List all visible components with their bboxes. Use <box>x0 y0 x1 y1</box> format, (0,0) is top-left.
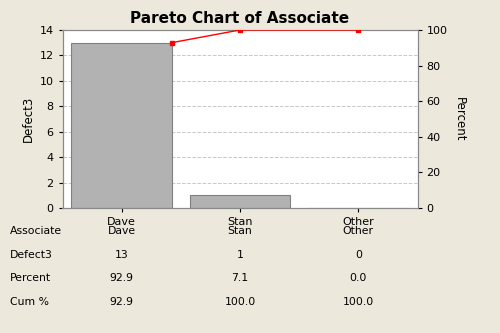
Text: 7.1: 7.1 <box>232 273 248 283</box>
Text: Percent: Percent <box>10 273 51 283</box>
Text: Defect3: Defect3 <box>10 250 53 260</box>
Title: Pareto Chart of Associate: Pareto Chart of Associate <box>130 11 350 26</box>
Text: Associate: Associate <box>10 226 62 236</box>
Text: 0: 0 <box>355 250 362 260</box>
Text: 0.0: 0.0 <box>350 273 367 283</box>
Y-axis label: Percent: Percent <box>453 97 466 141</box>
Text: Stan: Stan <box>228 226 252 236</box>
Text: Other: Other <box>343 226 374 236</box>
Text: 100.0: 100.0 <box>342 297 374 307</box>
Text: 92.9: 92.9 <box>110 273 134 283</box>
Text: Cum %: Cum % <box>10 297 49 307</box>
Y-axis label: Defect3: Defect3 <box>22 96 35 142</box>
Text: 100.0: 100.0 <box>224 297 256 307</box>
Text: 1: 1 <box>236 250 244 260</box>
Bar <box>72 43 172 208</box>
Bar <box>190 195 290 208</box>
Text: 92.9: 92.9 <box>110 297 134 307</box>
Text: Dave: Dave <box>108 226 136 236</box>
Text: 13: 13 <box>115 250 128 260</box>
